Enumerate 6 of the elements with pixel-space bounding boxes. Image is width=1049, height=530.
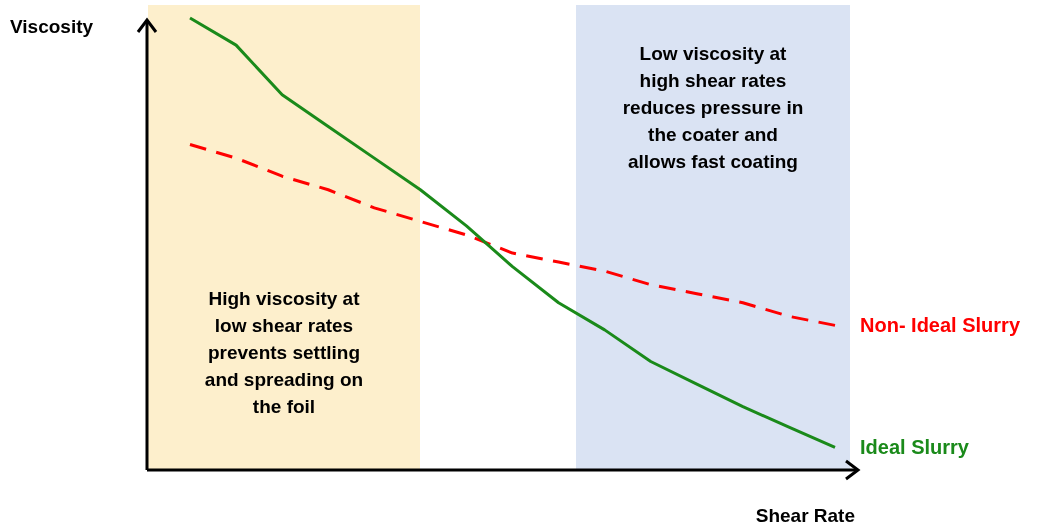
series-label: Ideal Slurry bbox=[860, 436, 970, 459]
y-axis-title: Viscosity bbox=[10, 16, 94, 37]
annotation: Low viscosity at high shear rates reduces pressure in the coater and allows fast coating bbox=[622, 43, 804, 172]
series-label: Non- Ideal Slurry bbox=[860, 314, 1021, 337]
x-axis-title: Shear Rate bbox=[755, 505, 855, 526]
annotation: High viscosity at low shear rates prevents settling and spreading on the foil bbox=[204, 288, 364, 417]
